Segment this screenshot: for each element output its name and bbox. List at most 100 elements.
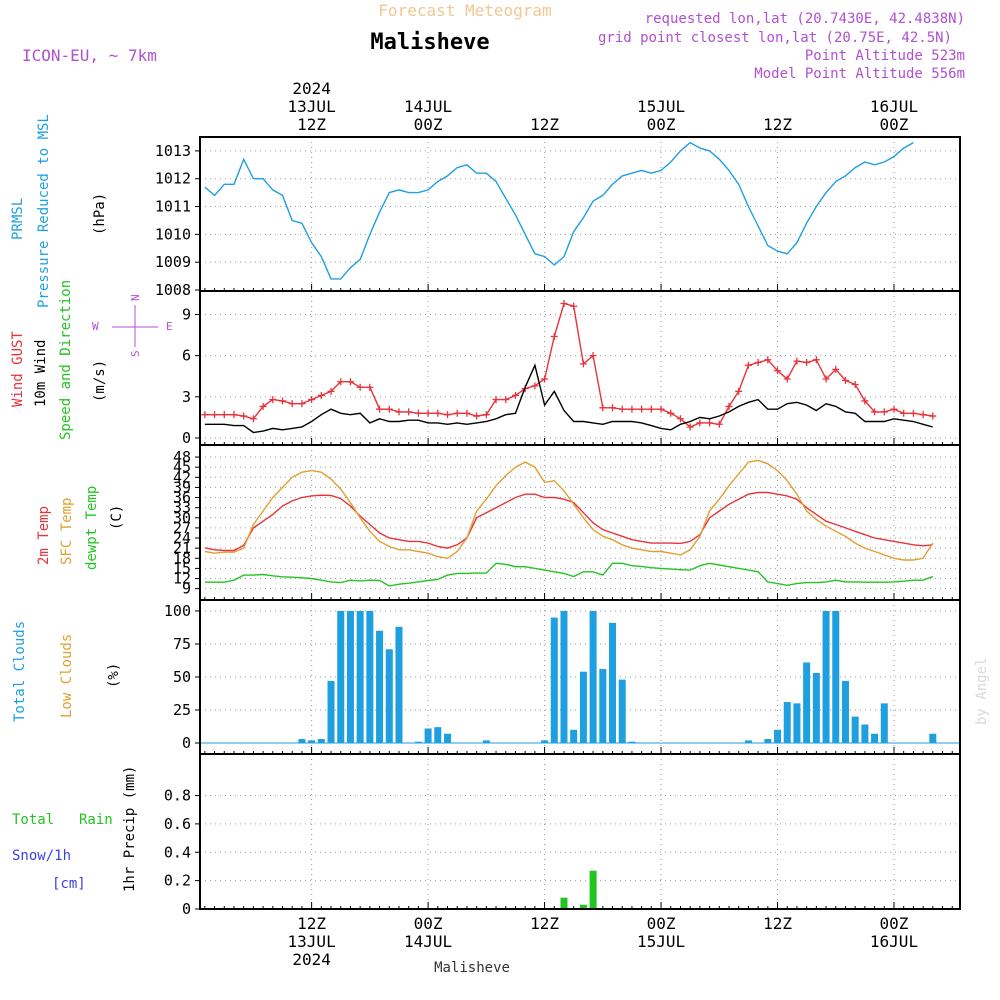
gust-point-27 [463,409,471,417]
series-dewpt-temp-line [204,562,934,587]
chart-panels: 1008100910101011101210130369912151821242… [155,136,961,918]
panel-5-ytick-label-1: 0.2 [164,872,191,890]
total-cloud-bar-23 [424,728,432,743]
total-cloud-bar-42 [609,622,617,743]
total-cloud-bar-24 [434,727,442,743]
gust-point-34 [531,382,539,390]
gust-point-21 [405,408,413,416]
panel-5-labels: Total Rain Snow/1h [cm] 1hr Precip (mm) [12,766,138,892]
time-label-top-1-0: 14JUL [404,97,452,116]
panel-3-ytick-label-8: 33 [173,499,191,517]
panel-3-labels: 2m Temp SFC Temp dewpt Temp (C) [36,486,125,570]
panel-3-label-b: SFC Temp [59,498,75,565]
panel-2-ytick-label-0: 0 [182,429,191,447]
total-cloud-bar-13 [327,680,335,743]
total-cloud-bar-69 [871,733,879,743]
total-cloud-bar-38 [570,729,578,743]
panel-1-ytick-label-5: 1013 [155,142,191,160]
total-cloud-bar-11 [308,740,316,743]
panel-2-ytick-label-1: 3 [182,388,191,406]
gust-point-56 [744,361,752,369]
gust-point-13 [327,387,335,395]
gust-point-20 [395,408,403,416]
panel-2-ytick-label-2: 6 [182,347,191,365]
compass-w: W [92,320,99,333]
watermark: by Angel [974,658,990,725]
gust-point-59 [774,367,782,375]
total-cloud-bar-17 [366,610,374,743]
gust-point-28 [473,412,481,420]
gust-point-16 [356,383,364,391]
panel-5: 0 0.2 0.4 0.6 0.8 [164,753,961,918]
series-sfc-temp-line [204,459,934,561]
gust-point-46 [647,405,655,413]
panel-4: 0 25 50 75 100 [164,599,961,755]
time-label-top-2-0: 12Z [530,115,559,134]
header-requested: requested lon,lat (20.7430E, 42.4838N) [645,11,965,27]
time-label-bottom-0-1: 13JUL [288,932,336,951]
gust-point-66 [841,376,849,384]
total-cloud-bar-35 [541,740,549,743]
total-cloud-bar-22 [414,741,422,743]
gust-point-45 [638,405,646,413]
panel-1: 1008 1009 1010 1011 1012 1013 [155,136,961,299]
time-label-bottom-1-1: 14JUL [404,932,452,951]
panel-5-ytick-label-0: 0 [182,900,191,918]
total-cloud-bar-63 [812,673,820,743]
gust-point-26 [453,409,461,417]
precip-bar-1 [560,897,568,909]
total-cloud-bar-40 [589,610,597,743]
total-cloud-bar-25 [444,733,452,743]
total-cloud-bar-36 [550,617,558,743]
gust-point-51 [696,419,704,427]
time-label-bottom-4-0: 12Z [763,914,792,933]
gust-point-12 [317,391,325,399]
gust-point-32 [511,391,519,399]
gust-point-55 [735,387,743,395]
gust-point-73 [909,409,917,417]
gust-point-43 [618,405,626,413]
panel-3-ytick-label-4: 21 [173,539,191,557]
total-cloud-bar-59 [774,729,782,743]
gust-point-5 [249,415,257,423]
header-model-altitude: Model Point Altitude 556m [754,66,965,82]
series-2m-temp-line [204,491,933,552]
header-point-altitude: Point Altitude 523m [805,48,965,64]
gust-point-49 [676,415,684,423]
gust-point-23 [424,409,432,417]
compass-e: E [166,320,173,333]
panel-3-unit: (C) [109,505,125,530]
panel-2-labels: Wind GUST 10m Wind Speed and Direction (… [10,280,173,440]
panel-2-ytick-label-3: 9 [182,305,191,323]
panel-5-unit: 1hr Precip (mm) [122,766,138,892]
total-cloud-bar-66 [841,680,849,743]
total-cloud-bar-70 [880,703,888,743]
panel-5-label-a: Total [12,812,54,828]
panel-1-frame [199,136,961,292]
total-cloud-bar-68 [861,724,869,743]
total-cloud-bar-64 [822,610,830,743]
panel-3-label-c: dewpt Temp [84,486,100,570]
panel-5-label-d: [cm] [52,876,86,892]
panel-3-ytick-label-3: 18 [173,549,191,567]
time-label-bottom-2-0: 12Z [530,914,559,933]
gust-point-29 [482,411,490,419]
gust-point-39 [579,360,587,368]
gust-point-40 [589,352,597,360]
total-cloud-bar-15 [346,610,354,743]
footer-location: Malisheve [434,960,510,976]
gust-point-0 [201,411,209,419]
gust-point-68 [861,397,869,405]
gust-point-69 [871,408,879,416]
gust-point-11 [308,396,316,404]
time-label-bottom-0-0: 12Z [297,914,326,933]
gust-point-24 [434,409,442,417]
panel-2: 0 3 6 9 [182,290,961,447]
gust-point-47 [657,405,665,413]
total-cloud-bar-29 [482,740,490,743]
panel-1-ytick-label-4: 1012 [155,170,191,188]
gust-point-58 [764,356,772,364]
panel-2-label-b: 10m Wind [33,340,49,407]
